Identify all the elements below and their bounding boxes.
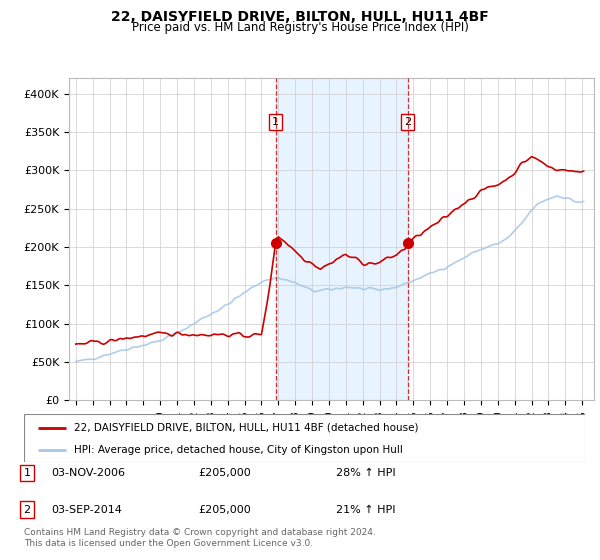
Text: 2: 2 bbox=[23, 505, 31, 515]
Text: 03-SEP-2014: 03-SEP-2014 bbox=[51, 505, 122, 515]
Text: Contains HM Land Registry data © Crown copyright and database right 2024.
This d: Contains HM Land Registry data © Crown c… bbox=[24, 528, 376, 548]
Text: 28% ↑ HPI: 28% ↑ HPI bbox=[336, 468, 395, 478]
Text: £205,000: £205,000 bbox=[198, 505, 251, 515]
Text: 1: 1 bbox=[23, 468, 31, 478]
Text: 03-NOV-2006: 03-NOV-2006 bbox=[51, 468, 125, 478]
Text: 22, DAISYFIELD DRIVE, BILTON, HULL, HU11 4BF (detached house): 22, DAISYFIELD DRIVE, BILTON, HULL, HU11… bbox=[74, 423, 419, 433]
Text: 2: 2 bbox=[404, 117, 412, 127]
Bar bbox=[275, 78, 408, 400]
Text: 1: 1 bbox=[272, 117, 279, 127]
Text: Price paid vs. HM Land Registry's House Price Index (HPI): Price paid vs. HM Land Registry's House … bbox=[131, 21, 469, 34]
FancyBboxPatch shape bbox=[24, 414, 585, 462]
Text: 21% ↑ HPI: 21% ↑ HPI bbox=[336, 505, 395, 515]
Text: £205,000: £205,000 bbox=[198, 468, 251, 478]
Text: 22, DAISYFIELD DRIVE, BILTON, HULL, HU11 4BF: 22, DAISYFIELD DRIVE, BILTON, HULL, HU11… bbox=[111, 10, 489, 24]
Text: HPI: Average price, detached house, City of Kingston upon Hull: HPI: Average price, detached house, City… bbox=[74, 445, 403, 455]
